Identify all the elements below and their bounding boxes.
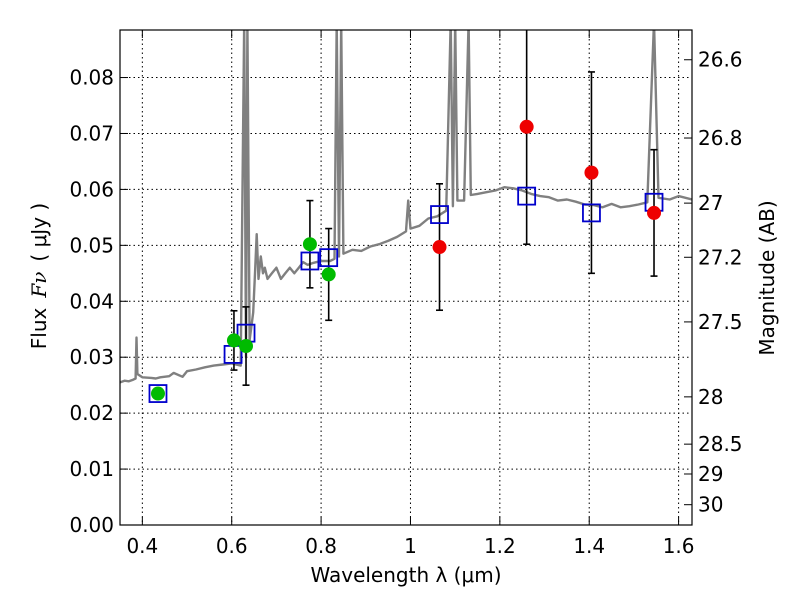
grid-lines [120,30,692,526]
y-tick-label: 0.06 [69,177,114,201]
model-spectrum-line [120,30,692,384]
y2-tick-label: 27 [698,191,723,215]
model-photometry-square [148,384,168,403]
y2-tick-label: 26.6 [698,48,743,72]
observed-point [432,240,447,255]
y2-tick-label: 27.5 [698,310,743,334]
observed-points-layer [150,119,662,401]
observed-point [519,119,534,134]
y-tick-label: 0.08 [69,66,114,90]
y2-tick-label: 29 [698,462,723,486]
x-tick-label: 0.8 [305,534,337,558]
y-axis-title-var: Fν [27,272,51,299]
tick-labels: 0.4 0.6 0.8 1 1.2 1.4 1.6 0.00 0.01 0.02 0.03 0.04 0… [69,48,742,558]
y2-tick-label: 27.2 [698,245,743,269]
plot-frame [119,29,693,526]
observed-point [302,237,317,252]
y2-tick-label: 26.8 [698,126,743,150]
y-tick-label: 0.05 [69,233,114,257]
axis-ticks [120,30,692,526]
y-tick-label: 0.01 [69,457,114,481]
observed-point [150,386,165,401]
model-photometry-square [319,248,339,268]
y-tick-label: 0.02 [69,401,114,425]
x-axis-title: Wavelength λ (μm) [310,563,501,587]
y-tick-label: 0.00 [69,513,114,537]
observed-point [647,205,662,220]
y2-tick-label: 30 [698,493,723,517]
model-photometry-square [517,186,537,206]
y-axis-title-unit: ( μJy ) [27,203,51,262]
y-tick-label: 0.03 [69,345,114,369]
y-tick-label: 0.04 [69,289,114,313]
y2-tick-label: 28 [698,385,723,409]
model-spectrum-layer [120,30,692,384]
observed-point [584,165,599,180]
x-tick-label: 1.4 [573,534,605,558]
y2-tick-label: 28.5 [698,432,743,456]
x-tick-label: 0.6 [216,534,248,558]
x-tick-label: 1 [404,534,417,558]
y-axis-title-prefix: Flux [27,307,51,349]
observed-point [239,339,254,354]
x-tick-label: 1.2 [484,534,516,558]
y2-axis-title: Magnitude (AB) [755,200,779,355]
y-tick-label: 0.07 [69,121,114,145]
observed-point [226,333,241,348]
y-axis-title: Flux Fν ( μJy ) [27,203,51,349]
model-photometry-layer [148,186,664,403]
model-photometry-square [582,203,601,223]
model-photometry-square [430,205,449,224]
x-tick-label: 1.6 [663,534,695,558]
x-tick-label: 0.4 [126,534,158,558]
model-photometry-square [300,251,320,271]
observed-point [321,267,336,282]
